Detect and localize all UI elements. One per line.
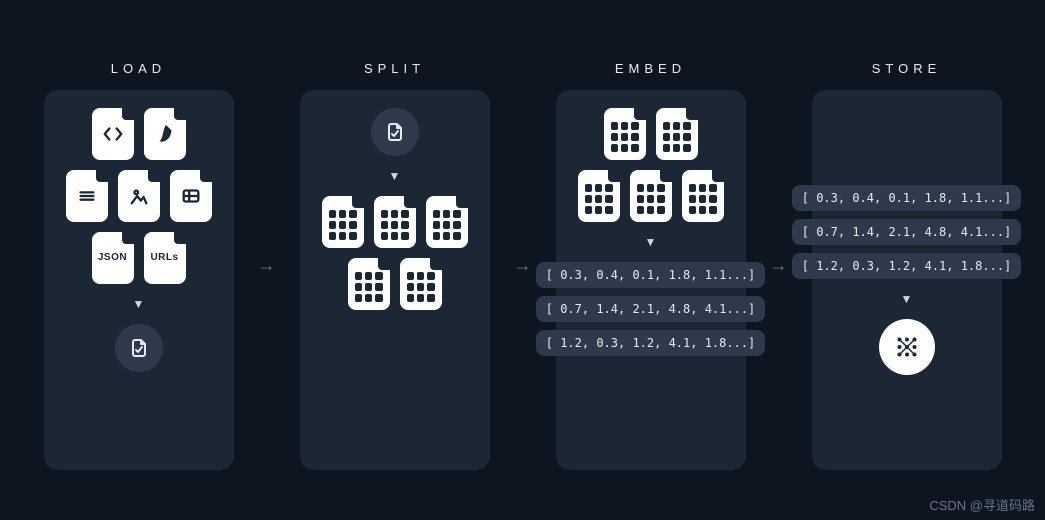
- vector-pill: [ 0.7, 1.4, 2.1, 4.8, 4.1...]: [536, 296, 766, 322]
- vector-pill: [ 0.3, 0.4, 0.1, 1.8, 1.1...]: [792, 185, 1022, 211]
- split-column: SPLIT ▼: [300, 61, 490, 470]
- doc-pdf-icon: [144, 108, 186, 160]
- embed-panel: ▼ [ 0.3, 0.4, 0.1, 1.8, 1.1...] [ 0.7, 1…: [556, 90, 746, 470]
- down-caret-icon: ▼: [645, 236, 657, 248]
- store-column: STORE [ 0.3, 0.4, 0.1, 1.8, 1.1...] [ 0.…: [812, 61, 1002, 470]
- doc-table-icon: [170, 170, 212, 222]
- chunk-sheet-icon: [630, 170, 672, 222]
- load-panel: JSON URLs ▼: [44, 90, 234, 470]
- load-title: LOAD: [111, 61, 166, 76]
- vector-pill: [ 1.2, 0.3, 1.2, 4.1, 1.8...]: [536, 330, 766, 356]
- split-title: SPLIT: [364, 61, 425, 76]
- arrow-right-icon: →: [766, 256, 792, 274]
- documents-stack-icon: [371, 108, 419, 156]
- watermark: CSDN @寻道码路: [929, 495, 1035, 514]
- chunk-sheet-icon: [656, 108, 698, 160]
- embed-vectors: [ 0.3, 0.4, 0.1, 1.8, 1.1...] [ 0.7, 1.4…: [536, 262, 766, 356]
- vector-pill: [ 1.2, 0.3, 1.2, 4.1, 1.8...]: [792, 253, 1022, 279]
- doc-json-icon: JSON: [92, 232, 134, 284]
- doc-image-icon: [118, 170, 160, 222]
- chunk-sheet-icon: [426, 196, 468, 248]
- doc-urls-icon: URLs: [144, 232, 186, 284]
- split-panel: ▼: [300, 90, 490, 470]
- chunk-sheet-icon: [348, 258, 390, 310]
- arrow-right-icon: →: [510, 256, 536, 274]
- store-vectors: [ 0.3, 0.4, 0.1, 1.8, 1.1...] [ 0.7, 1.4…: [792, 185, 1022, 279]
- down-caret-icon: ▼: [133, 298, 145, 310]
- store-title: STORE: [872, 61, 942, 76]
- down-caret-icon: ▼: [389, 170, 401, 182]
- embed-title: EMBED: [615, 61, 686, 76]
- chunk-sheet-icon: [604, 108, 646, 160]
- split-chunk-grid: [322, 196, 468, 310]
- down-caret-icon: ▼: [901, 293, 913, 305]
- doc-text-icon: [66, 170, 108, 222]
- vector-pill: [ 0.3, 0.4, 0.1, 1.8, 1.1...]: [536, 262, 766, 288]
- chunk-sheet-icon: [322, 196, 364, 248]
- vector-store-icon: [879, 319, 935, 375]
- chunk-sheet-icon: [400, 258, 442, 310]
- load-column: LOAD: [44, 61, 234, 470]
- chunk-sheet-icon: [682, 170, 724, 222]
- chunk-sheet-icon: [374, 196, 416, 248]
- store-panel: [ 0.3, 0.4, 0.1, 1.8, 1.1...] [ 0.7, 1.4…: [812, 90, 1002, 470]
- chunk-sheet-icon: [578, 170, 620, 222]
- doc-code-icon: [92, 108, 134, 160]
- vector-pill: [ 0.7, 1.4, 2.1, 4.8, 4.1...]: [792, 219, 1022, 245]
- documents-stack-icon: [115, 324, 163, 372]
- arrow-right-icon: →: [254, 256, 280, 274]
- load-doc-grid: JSON URLs: [66, 108, 212, 284]
- pipeline-diagram: LOAD: [0, 0, 1045, 520]
- embed-chunk-grid: [578, 108, 724, 222]
- embed-column: EMBED ▼ [ 0.3, 0.4, 0.1, 1.8, 1.1...] [ …: [556, 61, 746, 470]
